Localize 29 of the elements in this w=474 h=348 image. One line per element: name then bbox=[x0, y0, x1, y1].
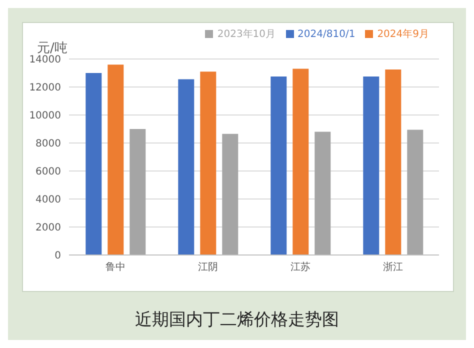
bar bbox=[108, 64, 124, 255]
bar bbox=[314, 132, 331, 255]
bar bbox=[178, 79, 194, 255]
x-tick-label: 浙江 bbox=[382, 261, 403, 274]
bar bbox=[363, 76, 380, 255]
x-tick-label: 江苏 bbox=[290, 261, 310, 274]
text: 近期国内丁二烯价格走势图 bbox=[134, 309, 340, 331]
y-tick-label: 6000 bbox=[36, 166, 61, 178]
bar bbox=[200, 72, 216, 255]
y-tick-label: 10000 bbox=[29, 110, 61, 122]
y-tick-label: 8000 bbox=[36, 138, 61, 150]
legend-label: 2024年9月 bbox=[377, 29, 429, 40]
y-tick-label: 0 bbox=[54, 250, 61, 262]
bar bbox=[385, 70, 402, 255]
y-tick-label: 14000 bbox=[29, 54, 61, 66]
x-tick-label: 江阴 bbox=[198, 261, 218, 274]
bar bbox=[292, 68, 309, 255]
bar bbox=[270, 76, 287, 255]
y-tick-label: 2000 bbox=[36, 222, 61, 234]
legend-label: 2023年10月 bbox=[217, 29, 276, 40]
y-axis-title: 元/吨 bbox=[37, 40, 68, 56]
bar bbox=[130, 129, 146, 255]
bar bbox=[222, 134, 238, 255]
bar bbox=[407, 130, 424, 255]
x-tick-label: 鲁中 bbox=[105, 261, 126, 274]
bar bbox=[86, 73, 102, 255]
y-tick-label: 4000 bbox=[36, 194, 61, 206]
y-tick-label: 12000 bbox=[29, 82, 61, 94]
legend-label: 2024/810/1 bbox=[298, 29, 356, 40]
